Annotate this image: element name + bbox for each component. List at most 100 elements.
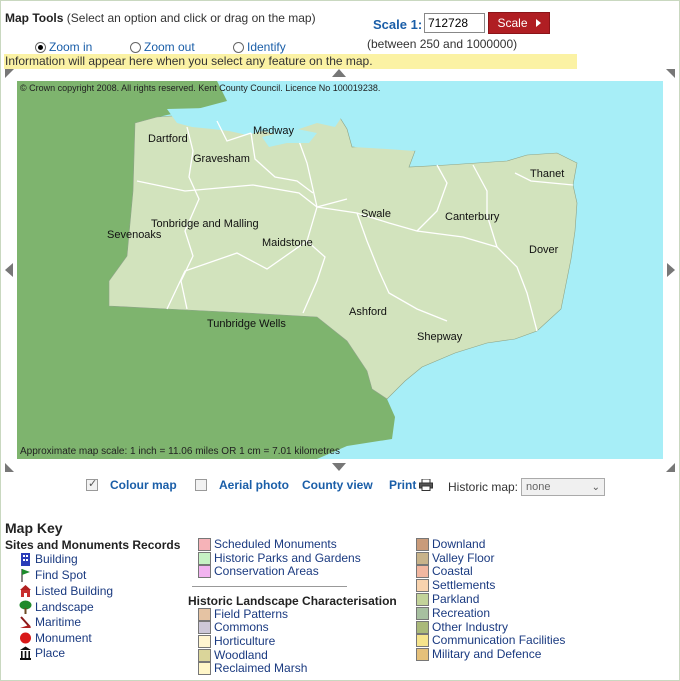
pan-down-left-icon[interactable] xyxy=(5,463,14,472)
map-canvas[interactable]: © Crown copyright 2008. All rights reser… xyxy=(17,81,663,459)
key-label: Landscape xyxy=(35,600,94,614)
town-label-swale: Swale xyxy=(361,208,391,220)
aerial-photo-checkbox[interactable] xyxy=(195,479,207,491)
pan-right-arrow-icon[interactable] xyxy=(667,263,675,277)
hlc-title: Historic Landscape Characterisation xyxy=(188,594,397,608)
pan-up-right-icon[interactable] xyxy=(666,69,675,78)
aerial-photo-label[interactable]: Aerial photo xyxy=(219,478,290,492)
key-label: Maritime xyxy=(35,615,82,629)
printer-icon[interactable] xyxy=(419,479,434,491)
scale-button-label[interactable]: Scale xyxy=(497,16,528,30)
historic-map-value[interactable]: none xyxy=(526,481,551,493)
commons-swatch xyxy=(198,620,211,634)
listed-building-icon xyxy=(18,584,32,598)
other-industry-swatch xyxy=(416,620,429,634)
key-label: Other Industry xyxy=(432,620,509,634)
historic-map-select[interactable]: none ⌄ xyxy=(521,478,605,496)
colour-map-checkbox[interactable] xyxy=(86,477,98,491)
key-label: Military and Defence xyxy=(432,647,542,661)
town-label-gravesham: Gravesham xyxy=(193,153,250,165)
key-label: Monument xyxy=(35,631,92,645)
town-label-thanet: Thanet xyxy=(530,168,565,180)
key-label: Commons xyxy=(214,620,269,634)
colour-map-label[interactable]: Colour map xyxy=(110,478,177,492)
key-item-communication-facilities: Communication Facilities xyxy=(416,633,565,647)
zoom-out-option[interactable]: Zoom out xyxy=(130,40,195,54)
coastal-swatch xyxy=(416,564,429,578)
zoom-in-radio[interactable] xyxy=(35,41,46,53)
key-label: Valley Floor xyxy=(432,551,495,565)
zoom-in-option[interactable]: Zoom in xyxy=(35,40,92,54)
key-item-settlements: Settlements xyxy=(416,578,495,592)
scale-input[interactable] xyxy=(424,13,485,33)
key-item-downland: Downland xyxy=(416,537,485,551)
key-item-historic-parks: Historic Parks and Gardens xyxy=(198,551,361,565)
pan-down-arrow-icon[interactable] xyxy=(332,463,346,471)
pan-up-left-icon[interactable] xyxy=(5,69,14,78)
key-item-find-spot: Find Spot xyxy=(18,568,86,582)
map-key-title: Map Key xyxy=(5,520,63,536)
communication-facilities-swatch xyxy=(416,633,429,647)
key-divider xyxy=(192,586,347,587)
play-arrow-icon xyxy=(535,19,541,27)
county-view-label[interactable]: County view xyxy=(302,478,373,492)
flag-icon xyxy=(18,568,32,582)
county-view-link[interactable]: County view xyxy=(302,478,373,492)
zoom-out-label[interactable]: Zoom out xyxy=(144,40,195,54)
info-bar: Information will appear here when you se… xyxy=(4,54,577,69)
chevron-down-icon[interactable]: ⌄ xyxy=(591,481,600,493)
key-item-horticulture: Horticulture xyxy=(198,634,275,648)
zoom-in-label[interactable]: Zoom in xyxy=(49,40,93,54)
pan-left-arrow-icon[interactable] xyxy=(5,263,13,277)
key-item-coastal: Coastal xyxy=(416,564,473,578)
town-label-tunbridge-wells: Tunbridge Wells xyxy=(207,318,286,330)
colour-map-option[interactable]: Colour map xyxy=(86,477,177,492)
key-label: Downland xyxy=(432,537,486,551)
scale-button[interactable]: Scale xyxy=(488,12,550,34)
key-item-recreation: Recreation xyxy=(416,606,490,620)
identify-label[interactable]: Identify xyxy=(247,40,286,54)
key-label: Reclaimed Marsh xyxy=(214,661,308,675)
field-patterns-swatch xyxy=(198,607,211,621)
key-label: Place xyxy=(35,646,66,660)
key-item-military-defence: Military and Defence xyxy=(416,647,541,661)
town-label-sevenoaks: Sevenoaks xyxy=(107,229,162,241)
print-link[interactable]: Print xyxy=(389,478,434,492)
map-scale-note: Approximate map scale: 1 inch = 11.06 mi… xyxy=(20,446,340,457)
print-label[interactable]: Print xyxy=(389,478,417,492)
kent-map-graphic xyxy=(17,81,578,459)
map-tools-hint: (Select an option and click or drag on t… xyxy=(66,11,316,25)
map-tools-heading: Map Tools (Select an option and click or… xyxy=(5,11,316,25)
town-label-dartford: Dartford xyxy=(148,133,188,145)
recreation-swatch xyxy=(416,606,429,620)
key-item-maritime: Maritime xyxy=(18,615,81,629)
town-label-ashford: Ashford xyxy=(349,306,387,318)
scheduled-monuments-swatch xyxy=(198,537,211,551)
pan-up-arrow-icon[interactable] xyxy=(332,69,346,77)
map-copyright: © Crown copyright 2008. All rights reser… xyxy=(20,83,381,93)
identify-option[interactable]: Identify xyxy=(233,40,286,54)
key-item-other-industry: Other Industry xyxy=(416,620,508,634)
pan-down-right-icon[interactable] xyxy=(666,463,675,472)
key-label: Historic Parks and Gardens xyxy=(214,551,361,565)
key-item-parkland: Parkland xyxy=(416,592,479,606)
key-label: Settlements xyxy=(432,578,496,592)
aerial-photo-option[interactable]: Aerial photo xyxy=(195,478,289,492)
key-label: Scheduled Monuments xyxy=(214,537,337,551)
scale-label: Scale 1: xyxy=(373,17,423,32)
key-item-place: Place xyxy=(18,646,65,660)
town-label-dover: Dover xyxy=(529,244,559,256)
historic-map-label: Historic map: xyxy=(448,480,519,494)
town-label-tonbridge-and-malling: Tonbridge and Malling xyxy=(151,218,259,230)
identify-radio[interactable] xyxy=(233,41,244,53)
key-label: Woodland xyxy=(214,648,268,662)
key-item-woodland: Woodland xyxy=(198,648,268,662)
monument-icon xyxy=(18,631,32,645)
key-label: Horticulture xyxy=(214,634,276,648)
sites-monuments-title: Sites and Monuments Records xyxy=(5,538,181,552)
zoom-out-radio[interactable] xyxy=(130,41,141,53)
reclaimed-marsh-swatch xyxy=(198,661,211,675)
temple-icon xyxy=(18,646,32,660)
key-item-monument: Monument xyxy=(18,631,92,645)
military-defence-swatch xyxy=(416,647,429,661)
